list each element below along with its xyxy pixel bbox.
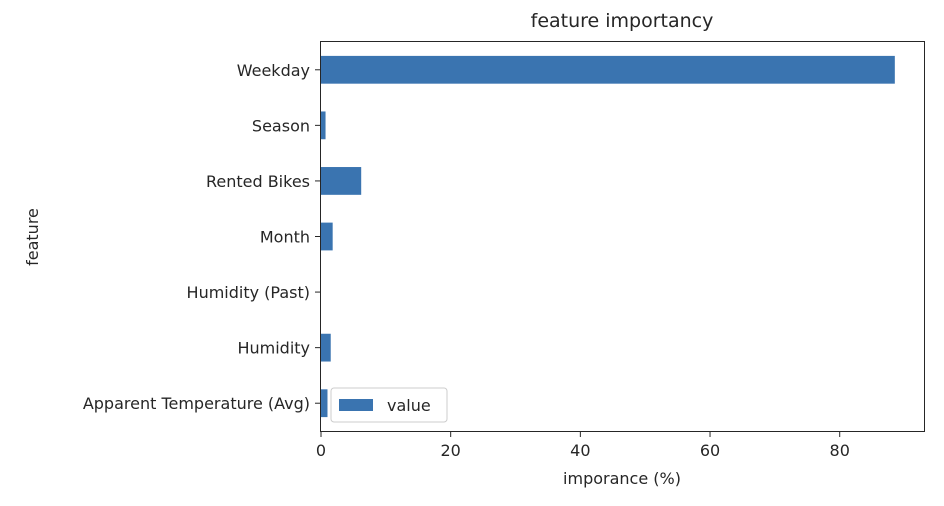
y-tick-label: Humidity (Past) [187,283,310,302]
legend: value [330,387,448,423]
x-tick-label: 40 [570,441,590,460]
bar [321,222,333,251]
bar [321,55,895,84]
bar [321,111,326,140]
x-tick-label: 60 [700,441,720,460]
y-tick-label: Month [260,228,310,247]
legend-label: value [387,396,431,415]
bars-layer [321,55,895,418]
y-tick-label: Rented Bikes [206,172,310,191]
y-tick-label: Weekday [237,61,310,80]
y-axis-label: feature [23,208,42,266]
x-tick-label: 20 [440,441,460,460]
y-ticks-layer: Apparent Temperature (Avg) Humidity Humidi… [83,61,321,413]
x-ticks-layer: 0 20 40 60 80 [316,431,850,460]
y-tick-label: Apparent Temperature (Avg) [83,394,310,413]
plot-frame [320,41,925,432]
bar [321,389,328,418]
bar [321,333,331,362]
legend-swatch [339,399,373,411]
x-tick-label: 80 [830,441,850,460]
legend-box [330,387,448,423]
chart-title: feature importancy [531,10,714,32]
x-tick-label: 0 [316,441,326,460]
x-axis-label: imporance (%) [563,469,681,488]
bar [321,167,362,195]
y-tick-label: Humidity [237,339,310,358]
y-tick-label: Season [252,116,310,135]
